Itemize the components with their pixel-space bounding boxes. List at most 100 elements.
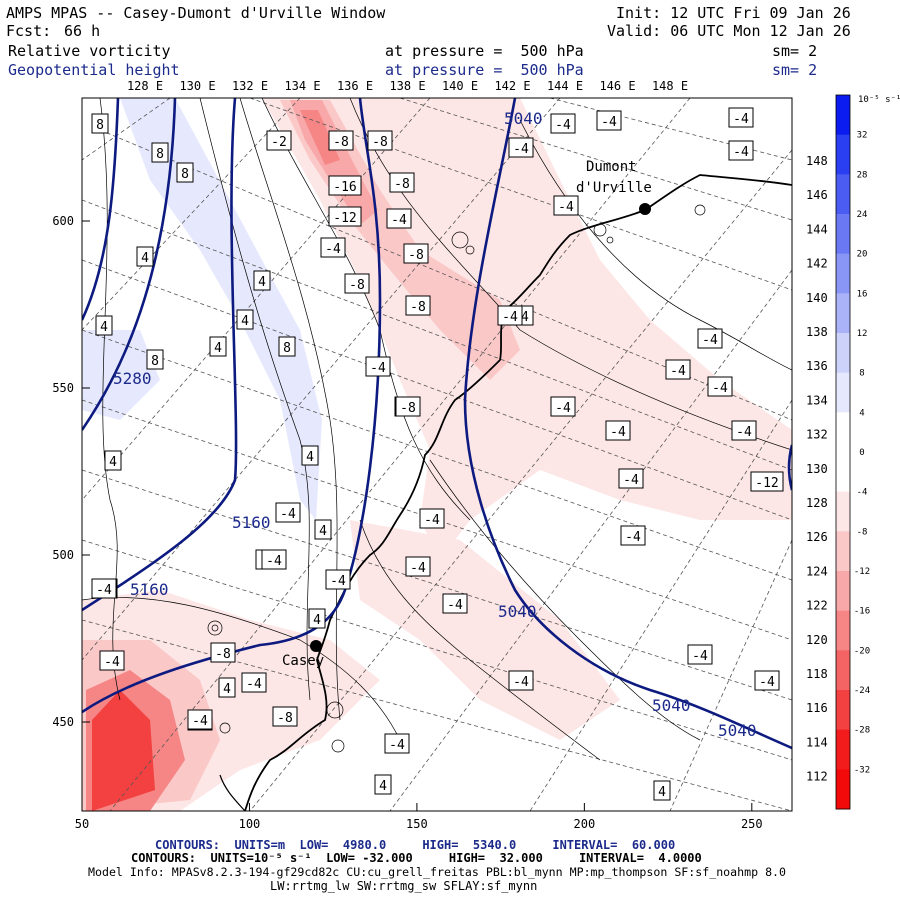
- x-tick-label: 200: [574, 817, 596, 831]
- x-tick-label: 100: [239, 817, 261, 831]
- vorticity-label: -8: [349, 278, 365, 293]
- vorticity-label-box: [508, 670, 534, 691]
- x-tick-label: 50: [75, 817, 89, 831]
- vorticity-label: -4: [330, 574, 346, 589]
- colorbar-swatch: [836, 372, 850, 413]
- vorticity-label: -8: [215, 647, 231, 662]
- field2-level: at pressure = 500 hPa: [385, 61, 584, 79]
- vorticity-label: -4: [325, 242, 341, 257]
- longitude-label: 142 E: [494, 79, 530, 93]
- vorticity-label: 8: [283, 341, 291, 356]
- vorticity-label: -4: [601, 115, 617, 130]
- vorticity-label: -4: [266, 554, 282, 569]
- vorticity-label: -12: [755, 476, 778, 491]
- colorbar-swatch: [836, 452, 850, 493]
- vorticity-label-box: [497, 305, 523, 326]
- vorticity-label: -4: [389, 738, 405, 753]
- vorticity-label: -4: [736, 425, 752, 440]
- plot-frame: [81, 97, 793, 812]
- vorticity-label-box: [728, 140, 754, 161]
- vorticity-label: -4: [670, 364, 686, 379]
- vorticity-label-box: [550, 396, 576, 417]
- height-contour-high: HIGH= 5340.0: [422, 838, 517, 852]
- vorticity-label: -4: [623, 473, 639, 488]
- colorbar-label: -8: [857, 527, 868, 537]
- vorticity-contour-high: HIGH= 32.000: [448, 851, 543, 865]
- vorticity-label-box: [405, 556, 431, 577]
- vorticity-label: 4: [658, 785, 666, 800]
- colorbar-swatch: [836, 610, 850, 651]
- coastline: [219, 774, 246, 811]
- colorbar-swatch: [836, 95, 850, 136]
- x-tick-label: 250: [741, 817, 763, 831]
- height-contour-units: CONTOURS: UNITS=m LOW= 4980.0: [155, 838, 387, 852]
- vorticity-label-box: [328, 175, 362, 196]
- vorticity-label-box: [272, 706, 298, 727]
- height-label: 5040: [504, 109, 543, 128]
- longitude-label: 124 E: [806, 564, 842, 578]
- vorticity-label-box: [328, 130, 354, 151]
- colorbar-label: 28: [857, 170, 868, 180]
- vorticity-label: -4: [513, 675, 529, 690]
- vorticity-label-box: [386, 208, 412, 229]
- vorticity-label-box: [508, 137, 534, 158]
- vorticity-label-box: [314, 519, 332, 540]
- vorticity-label-box: [405, 295, 431, 316]
- colorbar: 32 28 24 20 16 12 8 4 0 -4 -8 -12 -16 -20 -24 -28 -32: [835, 94, 870, 810]
- y-tick-label: 600: [52, 214, 74, 228]
- vorticity-label-box: [419, 508, 445, 529]
- y-axis: 450 500 550 600: [52, 214, 90, 729]
- vorticity-label: -4: [555, 118, 571, 133]
- longitude-label: 146 E: [806, 188, 842, 202]
- longitude-label: 144 E: [806, 222, 842, 236]
- vorticity-label-box: [325, 569, 351, 590]
- colorbar-swatch: [836, 729, 850, 770]
- vorticity-label-box: [218, 677, 236, 698]
- vorticity-label-box: [707, 376, 733, 397]
- vorticity-label-box: [653, 780, 671, 801]
- colorbar-swatch: [836, 650, 850, 691]
- dumont-durville-station-marker: [639, 203, 651, 215]
- colorbar-label: -12: [854, 567, 870, 577]
- colorbar-label: -4: [857, 488, 868, 498]
- forecast-hours: 66 h: [64, 22, 101, 40]
- vorticity-label-box: [320, 237, 346, 258]
- coastline: [244, 174, 792, 811]
- vorticity-label-box: [367, 130, 393, 151]
- longitude-label: 120 E: [806, 633, 842, 647]
- vorticity-label: 4: [319, 524, 327, 539]
- longitude-label: 130 E: [806, 462, 842, 476]
- longitude-label: 142 E: [806, 257, 842, 271]
- vorticity-label-box: [176, 162, 194, 183]
- vorticity-label: -16: [333, 180, 356, 195]
- longitude-label: 128 E: [127, 79, 163, 93]
- colorbar-swatch: [836, 690, 850, 731]
- vorticity-label: 8: [96, 118, 104, 133]
- vorticity-label-box: [374, 774, 392, 795]
- longitude-label: 130 E: [179, 79, 215, 93]
- vorticity-label-box: [241, 672, 267, 693]
- dumont-label-line2: d'Urville: [576, 180, 652, 196]
- vorticity-label: -4: [610, 425, 626, 440]
- vorticity-label: -4: [712, 381, 728, 396]
- dumont-label-line1: Dumont: [586, 159, 637, 175]
- vorticity-label: -4: [625, 530, 641, 545]
- vorticity-label: -12: [333, 211, 356, 226]
- vorticity-label: -4: [280, 507, 296, 522]
- colorbar-swatch: [836, 174, 850, 215]
- model-info-radiation: LW:rrtmg_lw SW:rrtmg_sw SFLAY:sf_mynn: [270, 879, 538, 893]
- vorticity-label-box: [209, 336, 227, 357]
- vorticity-label-box: [266, 130, 292, 151]
- vorticity-label: -4: [391, 213, 407, 228]
- vorticity-label-box: [754, 670, 780, 691]
- vorticity-label: 8: [156, 147, 164, 162]
- vorticity-label-box: [104, 450, 122, 471]
- field1-level: at pressure = 500 hPa: [385, 42, 584, 60]
- vorticity-label: -4: [104, 655, 120, 670]
- forecast-label: Fcst:: [6, 22, 52, 40]
- height-label: 5040: [498, 602, 537, 621]
- vorticity-label: -4: [733, 145, 749, 160]
- colorbar-swatch: [836, 412, 850, 453]
- vorticity-label-box: [665, 359, 691, 380]
- vorticity-label: -8: [410, 300, 426, 315]
